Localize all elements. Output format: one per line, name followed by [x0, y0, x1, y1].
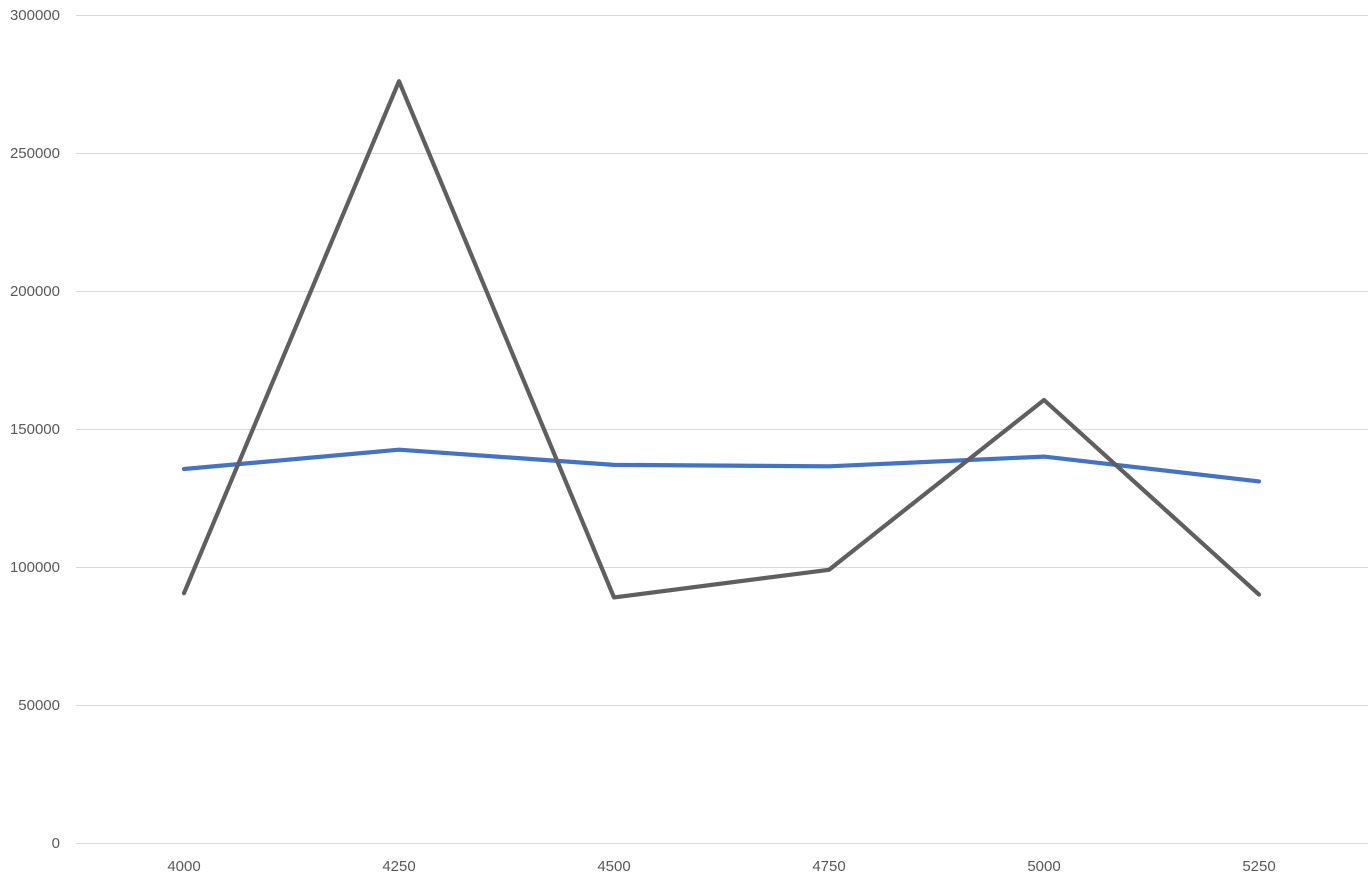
x-tick-label: 5000 [1027, 858, 1060, 875]
x-tick-label: 4000 [167, 858, 200, 875]
y-tick-label: 150000 [10, 421, 60, 438]
x-tick-label: 4500 [597, 858, 630, 875]
gridlines [76, 14, 1368, 707]
series-line-1 [181, 447, 1262, 484]
y-tick-label: 100000 [10, 559, 60, 576]
series-line-2 [181, 79, 1262, 600]
x-axis-ticks: 4000 4250 4500 4750 5000 5250 [167, 858, 1275, 875]
y-tick-label: 250000 [10, 145, 60, 162]
y-axis-ticks: 0 50000 100000 150000 200000 250000 300000 [10, 7, 60, 852]
series-lines [181, 79, 1262, 600]
y-tick-label: 300000 [10, 7, 60, 24]
y-tick-label: 0 [52, 835, 60, 852]
y-tick-label: 50000 [18, 697, 60, 714]
x-tick-label: 5250 [1242, 858, 1275, 875]
y-tick-label: 200000 [10, 283, 60, 300]
x-tick-label: 4250 [382, 858, 415, 875]
x-tick-label: 4750 [812, 858, 845, 875]
